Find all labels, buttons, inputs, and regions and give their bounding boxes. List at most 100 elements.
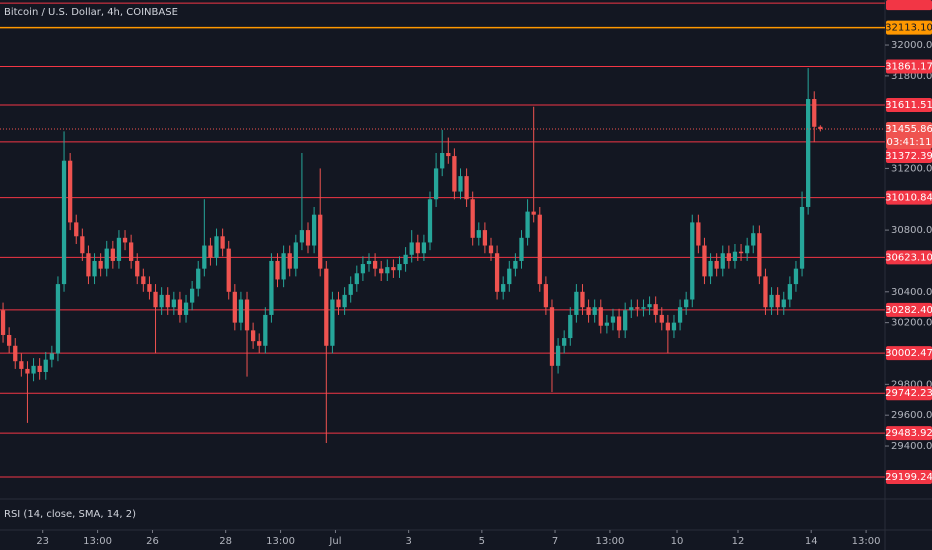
y-tick-label: 30400.00 bbox=[891, 287, 932, 298]
candle-body bbox=[488, 245, 494, 254]
x-tick-label: 10 bbox=[671, 536, 684, 547]
candle-body bbox=[110, 248, 115, 261]
candle-body bbox=[293, 242, 298, 269]
candle-body bbox=[92, 260, 97, 277]
level-label: 31372.39 bbox=[885, 151, 932, 162]
candle-body bbox=[677, 307, 683, 323]
candle-body bbox=[708, 260, 713, 277]
candle-body bbox=[348, 284, 353, 295]
candle-body bbox=[690, 222, 695, 300]
current-price-box bbox=[886, 121, 932, 149]
candle-body bbox=[311, 214, 317, 246]
candle-body bbox=[250, 330, 256, 342]
candle-body bbox=[415, 242, 420, 254]
level-label-box bbox=[886, 0, 932, 11]
candle-body bbox=[305, 230, 311, 246]
candle-body bbox=[787, 284, 792, 300]
candle-body bbox=[171, 299, 176, 308]
x-tick-label: 13:00 bbox=[852, 536, 881, 547]
candle-body bbox=[720, 253, 725, 269]
x-tick-label: 13:00 bbox=[83, 536, 112, 547]
y-tick-label: 30200.00 bbox=[891, 318, 932, 329]
candle-body bbox=[287, 253, 292, 269]
candle-body bbox=[372, 260, 378, 269]
candle-body bbox=[659, 314, 664, 323]
x-tick-label: 28 bbox=[219, 536, 232, 547]
candle-body bbox=[806, 99, 811, 207]
candle-body bbox=[714, 260, 719, 269]
candle-body bbox=[409, 242, 414, 255]
candle-body bbox=[299, 230, 305, 243]
candle-body bbox=[812, 99, 817, 127]
level-label: 31010.84 bbox=[885, 193, 932, 204]
level-label: 30623.10 bbox=[885, 252, 932, 263]
level-label-box bbox=[886, 250, 932, 265]
candle-body bbox=[458, 176, 463, 192]
candle-body bbox=[531, 211, 536, 215]
candle-body bbox=[647, 304, 652, 308]
candle-body bbox=[635, 307, 640, 309]
candle-body bbox=[641, 307, 646, 309]
candle-body bbox=[702, 245, 707, 277]
level-label-box bbox=[886, 97, 932, 112]
candle-body bbox=[275, 260, 280, 280]
alert-label: 32113.10 bbox=[885, 23, 932, 34]
x-tick-label: 23 bbox=[36, 536, 49, 547]
candle-body bbox=[135, 260, 140, 277]
candle-body bbox=[244, 299, 250, 331]
candle-body bbox=[68, 160, 73, 223]
candle-body bbox=[604, 322, 610, 326]
candle-body bbox=[122, 237, 128, 243]
candle-body bbox=[49, 353, 54, 360]
candle-body bbox=[653, 304, 658, 315]
candle-body bbox=[220, 236, 225, 249]
candle-body bbox=[37, 365, 42, 372]
candle-body bbox=[799, 206, 805, 269]
candle-body bbox=[391, 267, 396, 271]
candle-body bbox=[86, 253, 91, 277]
candle-body bbox=[671, 322, 677, 331]
candle-body bbox=[427, 199, 433, 243]
candle-body bbox=[501, 284, 506, 292]
candle-body bbox=[793, 268, 799, 285]
y-tick-label: 29600.00 bbox=[891, 410, 932, 421]
candle-body bbox=[525, 211, 530, 238]
candle-body bbox=[128, 242, 134, 261]
candle-body bbox=[159, 294, 164, 308]
candle-body bbox=[55, 284, 61, 354]
level-label: 29199.24 bbox=[885, 472, 932, 483]
candle-body bbox=[25, 368, 30, 374]
x-tick-label: 7 bbox=[552, 536, 558, 547]
candle-body bbox=[385, 267, 390, 274]
candle-body bbox=[464, 176, 469, 200]
level-label-box bbox=[886, 386, 932, 401]
candle-body bbox=[366, 260, 372, 265]
candle-body bbox=[189, 288, 195, 303]
candle-body bbox=[336, 299, 341, 308]
candle-body bbox=[208, 245, 213, 258]
candle-body bbox=[421, 242, 427, 254]
candle-body bbox=[732, 251, 738, 261]
candle-body bbox=[354, 273, 359, 285]
candle-body bbox=[586, 307, 591, 315]
candle-body bbox=[0, 310, 6, 335]
candle-body bbox=[232, 291, 237, 323]
candle-body bbox=[665, 322, 671, 331]
candle-body bbox=[360, 264, 366, 274]
y-tick-label: 29400.00 bbox=[891, 441, 932, 452]
candle-body bbox=[696, 222, 701, 246]
candle-body bbox=[763, 276, 768, 308]
candle-body bbox=[568, 314, 573, 339]
level-label: 29483.92 bbox=[885, 428, 932, 439]
candle-body bbox=[214, 236, 219, 258]
candle-body bbox=[751, 233, 756, 246]
x-tick-label: 5 bbox=[479, 536, 485, 547]
candle-body bbox=[263, 314, 268, 346]
x-tick-label: 13:00 bbox=[596, 536, 625, 547]
candle-body bbox=[61, 160, 67, 285]
countdown: 03:41:11 bbox=[887, 137, 932, 148]
candle-body bbox=[165, 294, 170, 308]
candle-body bbox=[183, 302, 189, 315]
